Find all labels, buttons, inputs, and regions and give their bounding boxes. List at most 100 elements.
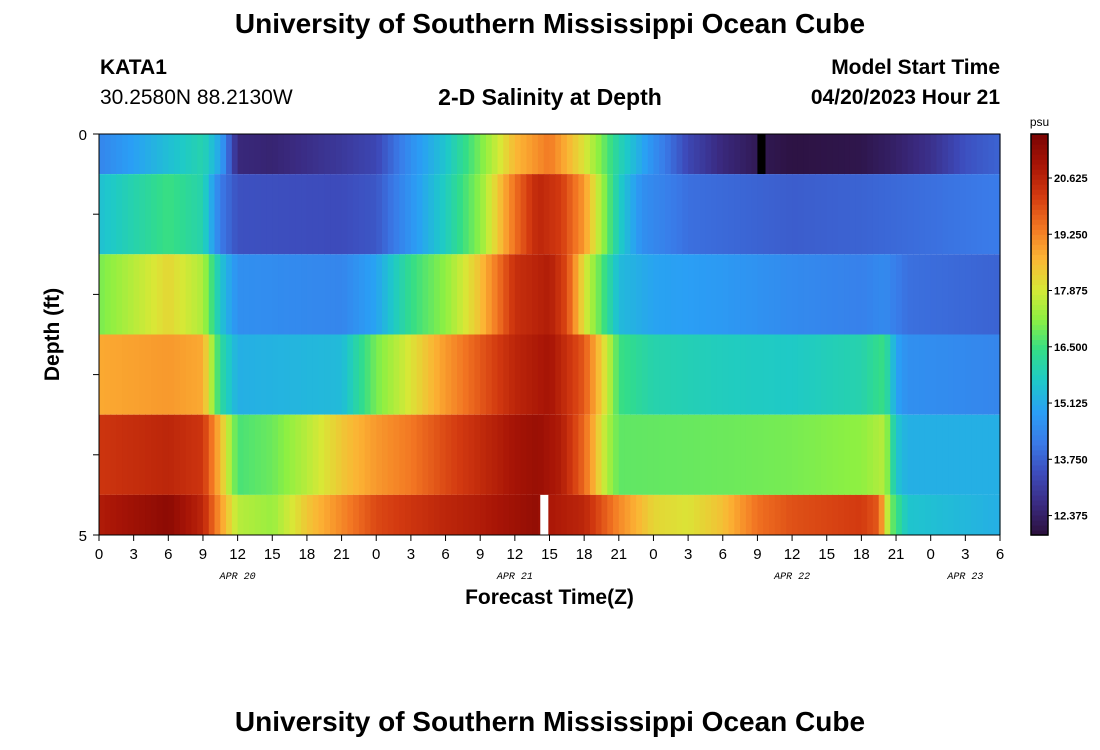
heatmap-cell [185, 334, 193, 415]
heatmap-cell [202, 134, 210, 175]
heatmap-cell [364, 494, 372, 535]
heatmap-cell [826, 134, 834, 175]
heatmap-cell [722, 414, 730, 495]
heatmap-cell [890, 174, 897, 255]
heatmap-cell [197, 254, 204, 335]
heatmap-cell [399, 174, 406, 255]
colorbar-segment [1031, 234, 1048, 240]
heatmap-cell [936, 254, 943, 335]
colorbar-segment [1031, 529, 1048, 536]
heatmap-cell [433, 254, 441, 335]
heatmap-cell [896, 174, 903, 255]
heatmap-cell [174, 134, 181, 175]
date-label: APR 22 [773, 572, 810, 583]
heatmap-cell [99, 414, 106, 495]
heatmap-cell [751, 494, 759, 535]
heatmap-cell [768, 334, 776, 415]
heatmap-cell [335, 494, 343, 535]
heatmap-cell [584, 254, 591, 335]
heatmap-cell [740, 254, 747, 335]
heatmap-cell [514, 414, 522, 495]
heatmap-cell [711, 414, 718, 495]
heatmap-cell [122, 494, 129, 535]
heatmap-cell [832, 494, 839, 535]
heatmap-cell [468, 254, 476, 335]
heatmap-cell [474, 334, 481, 415]
heatmap-cell [982, 414, 990, 495]
heatmap-cell [595, 414, 603, 495]
heatmap-cell [855, 174, 862, 255]
heatmap-cell [145, 174, 152, 255]
heatmap-cell [330, 494, 337, 535]
heatmap-cell [249, 494, 256, 535]
heatmap-cell [872, 174, 880, 255]
heatmap-cell [226, 334, 233, 415]
heatmap-cell [665, 134, 672, 175]
heatmap-cell [260, 174, 268, 255]
heatmap-cell [127, 334, 135, 415]
heatmap-cell [849, 414, 857, 495]
heatmap-cell [387, 494, 395, 535]
heatmap-cell [266, 134, 273, 175]
heatmap-cell [243, 134, 250, 175]
heatmap-cell [104, 254, 112, 335]
heatmap-cell [740, 334, 747, 415]
heatmap-cell [168, 414, 175, 495]
date-label: APR 21 [496, 572, 533, 583]
heatmap-cell [820, 174, 828, 255]
heatmap-cell [156, 174, 164, 255]
heatmap-cell [607, 134, 614, 175]
heatmap-cell [589, 494, 597, 535]
x-tick-label: 0 [95, 546, 103, 563]
colorbar-tick-label: 15.125 [1054, 398, 1088, 410]
heatmap-cell [653, 254, 660, 335]
heatmap-cell [266, 414, 273, 495]
heatmap-cell [693, 254, 701, 335]
heatmap-cell [439, 494, 447, 535]
colorbar-segment [1031, 494, 1048, 501]
heatmap-cell [480, 174, 487, 255]
colorbar-segment [1031, 169, 1048, 175]
heatmap-cell [405, 174, 412, 255]
colorbar-tick-label: 13.750 [1054, 454, 1088, 466]
heatmap-cell [382, 494, 389, 535]
heatmap-cell [734, 414, 741, 495]
heatmap-cell [803, 494, 811, 535]
heatmap-cell [226, 414, 233, 495]
heatmap-cell [433, 174, 441, 255]
heatmap-cell [179, 414, 187, 495]
heatmap-cell [254, 254, 262, 335]
heatmap-cell [526, 254, 533, 335]
heatmap-cell [543, 334, 551, 415]
heatmap-cell [809, 134, 816, 175]
heatmap-cell [936, 414, 943, 495]
heatmap-cell [942, 174, 949, 255]
heatmap-cell [589, 334, 597, 415]
heatmap-cell [665, 254, 672, 335]
heatmap-cell [578, 334, 585, 415]
heatmap-cell [618, 174, 626, 255]
colorbar-unit: psu [1030, 115, 1049, 129]
heatmap-cell [907, 174, 914, 255]
heatmap-cell [630, 174, 637, 255]
colorbar-segment [1031, 339, 1048, 346]
heatmap-cell [907, 334, 914, 415]
heatmap-cell [145, 494, 152, 535]
heatmap-cell [566, 174, 574, 255]
heatmap-cell [855, 134, 862, 175]
date-label: APR 20 [219, 572, 256, 583]
heatmap-cell [272, 174, 279, 255]
heatmap-cell [410, 494, 418, 535]
heatmap-cell [849, 254, 857, 335]
heatmap-cell [295, 494, 302, 535]
heatmap-cell [370, 134, 377, 175]
heatmap-cell [249, 414, 256, 495]
heatmap-cell [734, 174, 741, 255]
heatmap-cell [924, 334, 932, 415]
heatmap-cell [561, 494, 568, 535]
heatmap-cell [797, 334, 805, 415]
heatmap-cell [890, 334, 897, 415]
heatmap-cell [145, 254, 152, 335]
heatmap-cell [509, 134, 516, 175]
heatmap-cell [353, 414, 360, 495]
